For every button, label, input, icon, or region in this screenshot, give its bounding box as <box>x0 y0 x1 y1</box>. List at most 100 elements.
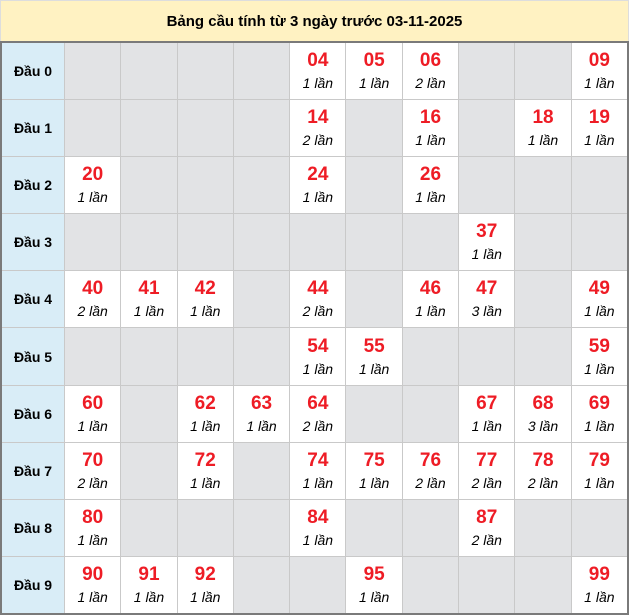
number-cell: 70 2 lần <box>65 442 121 499</box>
number-cell: 95 1 lần <box>346 556 402 613</box>
cell-number: 63 <box>250 392 273 414</box>
cell-number: 67 <box>476 392 498 414</box>
number-cell: 37 1 lần <box>459 214 515 271</box>
cell-number: 74 <box>307 449 329 471</box>
cell-number: 62 <box>194 392 216 414</box>
empty-cell <box>233 556 290 613</box>
cell-count: 1 lần <box>415 303 446 320</box>
empty-cell <box>346 100 402 157</box>
number-cell: 79 1 lần <box>571 442 627 499</box>
cell-count: 1 lần <box>77 531 108 548</box>
empty-cell <box>515 271 571 328</box>
cell-number: 16 <box>419 107 442 129</box>
number-cell: 46 1 lần <box>402 271 459 328</box>
empty-cell <box>121 499 177 556</box>
empty-cell <box>177 100 233 157</box>
number-cell: 90 1 lần <box>65 556 121 613</box>
number-cell: 77 2 lần <box>459 442 515 499</box>
cell-count: 1 lần <box>584 474 615 491</box>
cell-count: 2 lần <box>415 75 446 92</box>
table-title: Bảng cầu tính từ 3 ngày trước 03-11-2025 <box>0 0 629 41</box>
number-cell: 44 2 lần <box>290 271 346 328</box>
cell-number: 20 <box>82 164 104 186</box>
number-cell: 41 1 lần <box>121 271 177 328</box>
number-cell: 09 1 lần <box>571 43 627 100</box>
empty-cell <box>346 499 402 556</box>
cell-count: 1 lần <box>358 474 390 491</box>
empty-cell <box>121 328 177 385</box>
number-cell: 06 2 lần <box>402 43 459 100</box>
cell-number: 09 <box>588 50 610 72</box>
empty-cell <box>121 157 177 214</box>
empty-cell <box>515 328 571 385</box>
number-cell: 84 1 lần <box>290 499 346 556</box>
cell-number: 60 <box>82 392 104 414</box>
row-label: Đầu 7 <box>2 442 64 499</box>
number-cell: 75 1 lần <box>346 442 402 499</box>
empty-cell <box>121 43 177 100</box>
cell-count: 2 lần <box>527 474 559 491</box>
empty-cell <box>290 556 346 613</box>
empty-cell <box>121 385 177 442</box>
number-cell: 26 1 lần <box>402 157 459 214</box>
empty-cell <box>459 43 515 100</box>
empty-cell <box>515 556 571 613</box>
empty-cell <box>233 442 290 499</box>
cell-count: 1 lần <box>302 75 334 92</box>
cell-count: 1 lần <box>190 303 221 320</box>
cell-count: 1 lần <box>77 588 108 605</box>
empty-cell <box>346 214 402 271</box>
empty-cell <box>515 157 571 214</box>
empty-cell <box>402 214 459 271</box>
empty-cell <box>515 214 571 271</box>
cell-count: 3 lần <box>527 417 559 434</box>
cell-number: 99 <box>588 563 610 585</box>
empty-cell <box>233 271 290 328</box>
cell-count: 1 lần <box>246 417 277 434</box>
cell-number: 69 <box>588 392 610 414</box>
cell-number: 40 <box>82 278 104 300</box>
empty-cell <box>459 328 515 385</box>
cell-count: 1 lần <box>584 588 615 605</box>
number-cell: 59 1 lần <box>571 328 627 385</box>
number-cell: 92 1 lần <box>177 556 233 613</box>
empty-cell <box>459 100 515 157</box>
number-cell: 87 2 lần <box>459 499 515 556</box>
cell-number: 84 <box>307 506 329 528</box>
cell-count: 1 lần <box>415 132 446 149</box>
cell-count: 1 lần <box>584 132 615 149</box>
cell-number: 46 <box>419 278 442 300</box>
cell-count: 1 lần <box>302 360 334 377</box>
number-cell: 24 1 lần <box>290 157 346 214</box>
cell-number: 70 <box>82 449 104 471</box>
number-cell: 47 3 lần <box>459 271 515 328</box>
number-cell: 04 1 lần <box>290 43 346 100</box>
empty-cell <box>233 499 290 556</box>
empty-cell <box>121 214 177 271</box>
number-cell: 54 1 lần <box>290 328 346 385</box>
empty-cell <box>402 499 459 556</box>
empty-cell <box>177 157 233 214</box>
number-cell: 18 1 lần <box>515 100 571 157</box>
cell-number: 72 <box>194 449 216 471</box>
number-cell: 76 2 lần <box>402 442 459 499</box>
empty-cell <box>121 442 177 499</box>
cell-number: 68 <box>532 392 554 414</box>
cell-number: 41 <box>138 278 160 300</box>
cell-number: 75 <box>363 449 385 471</box>
cell-count: 3 lần <box>471 303 502 320</box>
cell-count: 1 lần <box>302 474 334 491</box>
cell-number: 79 <box>588 449 610 471</box>
number-cell: 55 1 lần <box>346 328 402 385</box>
cell-count: 1 lần <box>471 246 502 263</box>
number-cell: 63 1 lần <box>233 385 290 442</box>
empty-cell <box>233 100 290 157</box>
number-cell: 67 1 lần <box>459 385 515 442</box>
row-label: Đầu 8 <box>2 499 64 556</box>
cell-number: 14 <box>307 107 329 129</box>
cell-number: 92 <box>194 563 216 585</box>
cell-number: 49 <box>588 278 610 300</box>
number-cell: 19 1 lần <box>571 100 627 157</box>
empty-cell <box>346 271 402 328</box>
cell-count: 1 lần <box>471 417 502 434</box>
